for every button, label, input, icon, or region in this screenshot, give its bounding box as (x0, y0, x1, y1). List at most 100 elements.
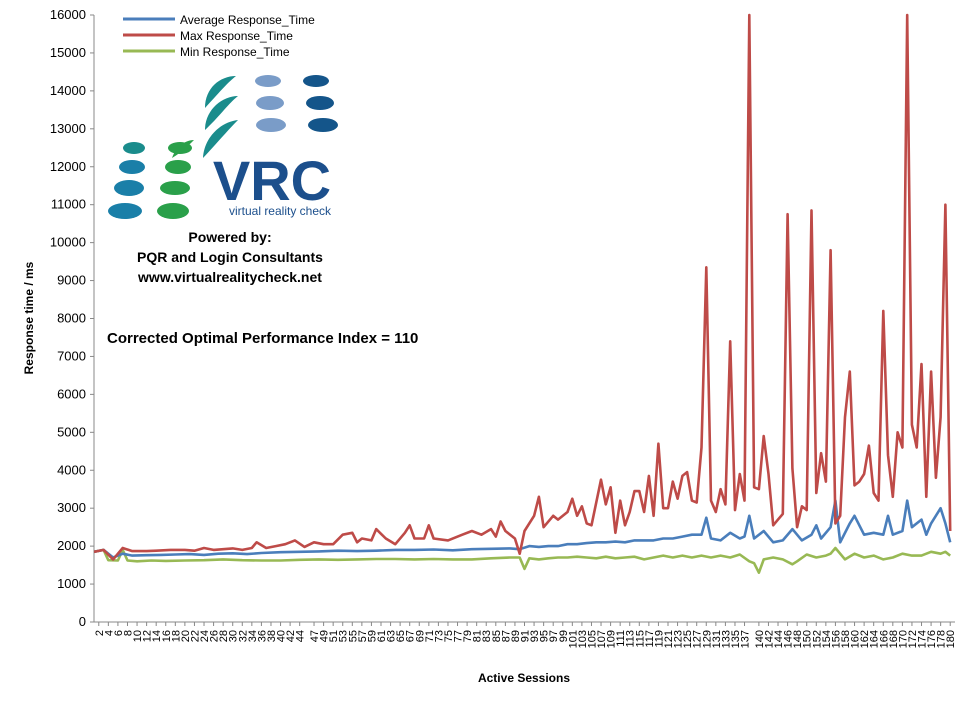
performance-index-annotation: Corrected Optimal Performance Index = 11… (107, 330, 418, 347)
x-tick-label: 180 (945, 630, 957, 648)
x-tick-label: 125 (682, 630, 694, 648)
x-tick-label: 97 (548, 630, 560, 642)
x-tick-label: 152 (811, 630, 823, 648)
y-tick-label: 12000 (50, 159, 86, 174)
legend-label-max: Max Response_Time (180, 29, 293, 43)
x-tick-label: 156 (830, 630, 842, 648)
x-tick-label: 127 (692, 630, 704, 648)
x-tick-label: 176 (926, 630, 938, 648)
x-tick-label: 32 (237, 630, 249, 642)
x-tick-label: 133 (720, 630, 732, 648)
y-tick-label: 3000 (57, 500, 86, 515)
x-tick-label: 172 (907, 630, 919, 648)
x-tick-label: 57 (357, 630, 369, 642)
x-tick-label: 154 (821, 630, 833, 648)
y-tick-label: 1000 (57, 576, 86, 591)
legend: Average Response_Time Max Response_Time … (123, 13, 315, 59)
x-tick-label: 162 (859, 630, 871, 648)
y-tick-label: 4000 (57, 462, 86, 477)
x-tick-label: 119 (653, 630, 665, 648)
powered-by-text: Powered by: (188, 229, 271, 245)
x-tick-label: 42 (285, 630, 297, 642)
x-tick-label: 166 (878, 630, 890, 648)
partners-text: PQR and Login Consultants (137, 249, 323, 265)
x-tick-label: 8 (122, 630, 134, 636)
y-tick-label: 7000 (57, 348, 86, 363)
x-tick-label: 77 (453, 630, 465, 642)
y-tick-labels: 0 1000 2000 3000 4000 5000 6000 7000 8000 9000 100… (50, 7, 94, 629)
x-tick-label: 164 (869, 630, 881, 648)
x-tick-label: 87 (500, 630, 512, 642)
x-tick-label: 4 (103, 630, 115, 636)
legend-label-min: Min Response_Time (180, 45, 290, 59)
y-tick-label: 0 (79, 614, 86, 629)
x-tick-label: 142 (763, 630, 775, 648)
x-tick-label: 12 (142, 630, 154, 642)
vrc-logo: VRC virtual reality check Powered by: PQ… (108, 75, 338, 285)
x-tick-label: 69 (414, 630, 426, 642)
x-tick-label: 93 (529, 630, 541, 642)
x-tick-label: 34 (247, 630, 259, 642)
x-tick-label: 81 (472, 630, 484, 642)
x-tick-label: 140 (754, 630, 766, 648)
x-tick-label: 61 (376, 630, 388, 642)
x-tick-label: 158 (840, 630, 852, 648)
x-tick-label: 63 (386, 630, 398, 642)
x-tick-label: 79 (462, 630, 474, 642)
x-tick-label: 91 (520, 630, 532, 642)
x-tick-label: 10 (132, 630, 144, 642)
y-tick-label: 15000 (50, 45, 86, 60)
x-tick-label: 168 (888, 630, 900, 648)
series-lines (93, 13, 952, 575)
x-tick-label: 111 (615, 630, 627, 647)
y-tick-label: 16000 (50, 7, 86, 22)
x-tick-label: 83 (481, 630, 493, 642)
x-tick-label: 36 (256, 630, 268, 642)
x-tick-label: 115 (634, 630, 646, 648)
x-tick-label: 137 (740, 630, 752, 648)
series-line-max (93, 13, 952, 561)
x-tick-label: 144 (773, 630, 785, 648)
x-tick-label: 75 (443, 630, 455, 642)
x-tick-label: 150 (802, 630, 814, 648)
x-tick-label: 24 (199, 630, 211, 642)
x-tick-label: 71 (424, 630, 436, 642)
legend-label-average: Average Response_Time (180, 13, 315, 27)
x-tick-label: 73 (433, 630, 445, 642)
x-tick-label: 18 (170, 630, 182, 642)
x-tick-label: 160 (850, 630, 862, 648)
y-tick-label: 13000 (50, 121, 86, 136)
x-tick-label: 44 (295, 630, 307, 642)
x-tick-labels: 2468101214161820222426283032343638404244… (94, 622, 957, 648)
series-line-min (93, 546, 952, 575)
x-tick-label: 59 (366, 630, 378, 642)
y-tick-label: 6000 (57, 386, 86, 401)
y-axis-title: Response time / ms (22, 261, 36, 374)
x-tick-label: 131 (711, 630, 723, 648)
x-tick-label: 129 (701, 630, 713, 648)
y-tick-label: 5000 (57, 424, 86, 439)
x-axis-title: Active Sessions (478, 671, 570, 685)
x-tick-label: 26 (209, 630, 221, 642)
x-tick-label: 105 (586, 630, 598, 648)
x-tick-label: 67 (405, 630, 417, 642)
series-line-average (93, 499, 952, 559)
x-tick-label: 20 (180, 630, 192, 642)
x-tick-label: 178 (936, 630, 948, 648)
x-tick-label: 40 (276, 630, 288, 642)
x-tick-label: 117 (644, 630, 656, 648)
y-tick-label: 8000 (57, 311, 86, 326)
y-tick-label: 14000 (50, 83, 86, 98)
x-tick-label: 99 (558, 630, 570, 642)
x-tick-label: 22 (189, 630, 201, 642)
x-tick-label: 53 (338, 630, 350, 642)
x-tick-label: 174 (917, 630, 929, 648)
x-tick-label: 2 (94, 630, 106, 636)
y-tick-label: 9000 (57, 273, 86, 288)
vrc-logo-text: VRC (213, 149, 331, 212)
x-tick-label: 103 (577, 630, 589, 648)
x-tick-label: 51 (328, 630, 340, 642)
x-tick-label: 28 (218, 630, 230, 642)
x-tick-label: 16 (161, 630, 173, 642)
